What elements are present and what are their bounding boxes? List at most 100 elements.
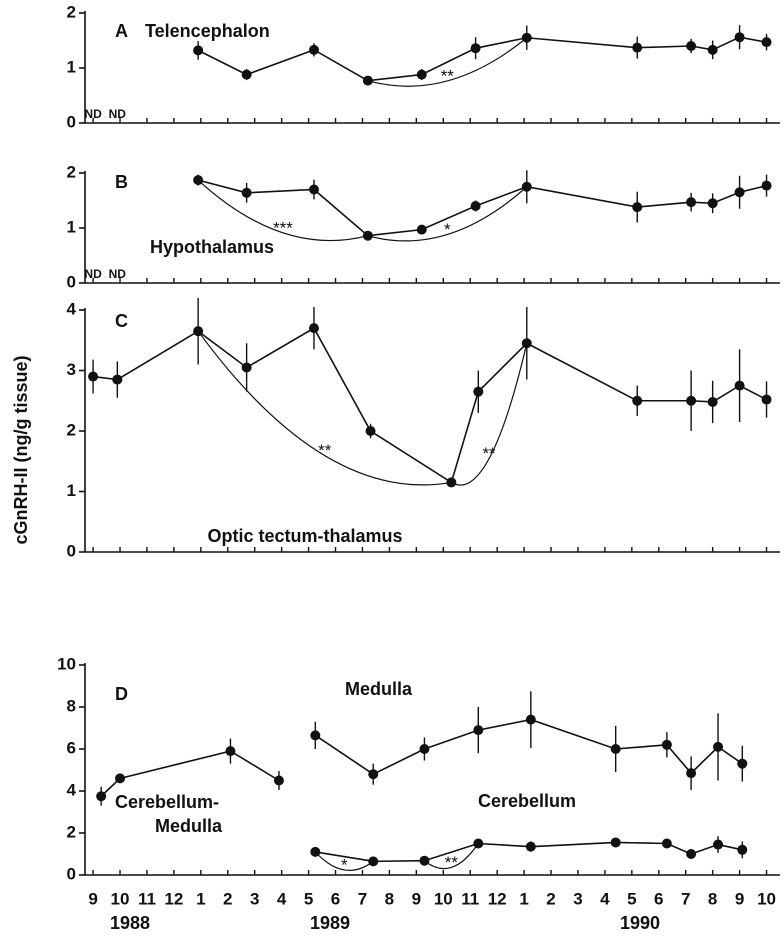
x-tick-label: 6 — [654, 889, 663, 908]
data-point — [310, 730, 321, 741]
data-point — [686, 395, 697, 406]
x-tick-label: 12 — [488, 889, 507, 908]
significance-label: ** — [441, 66, 455, 85]
x-tick-label: 1 — [519, 889, 528, 908]
data-point — [416, 69, 427, 80]
significance-curve — [314, 851, 374, 871]
y-tick-label: 0 — [67, 864, 76, 883]
data-line — [315, 841, 743, 863]
x-tick-label: 10 — [111, 889, 130, 908]
data-point — [686, 41, 697, 51]
data-point — [761, 394, 772, 405]
data-point — [308, 323, 319, 334]
significance-label: ** — [318, 441, 332, 460]
data-point — [473, 386, 484, 397]
data-point — [737, 758, 748, 769]
x-tick-label: 2 — [223, 889, 232, 908]
nd-label: ND — [109, 267, 127, 281]
data-point — [368, 769, 379, 780]
y-tick-label: 0 — [67, 541, 76, 560]
data-point — [308, 184, 319, 195]
data-point — [686, 197, 697, 208]
data-point — [734, 380, 745, 391]
x-tick-label: 7 — [681, 889, 690, 908]
nd-label: ND — [84, 107, 102, 121]
data-point — [734, 187, 745, 198]
data-point — [737, 844, 748, 855]
data-point — [241, 362, 252, 373]
significance-curve — [197, 330, 452, 486]
data-point — [241, 187, 252, 198]
year-label: 1989 — [310, 913, 350, 933]
data-point — [713, 741, 724, 752]
significance-label: * — [444, 220, 451, 239]
data-line — [197, 36, 767, 82]
data-point — [734, 32, 745, 43]
data-point — [632, 42, 643, 53]
y-tick-label: 6 — [67, 738, 76, 757]
x-tick-label: 3 — [573, 889, 582, 908]
y-axis-label: cGnRH-II (ng/g tissue) — [11, 355, 31, 544]
y-tick-label: 2 — [67, 822, 76, 841]
x-tick-label: 9 — [88, 889, 97, 908]
year-label: 1990 — [620, 913, 660, 933]
nd-label: ND — [84, 267, 102, 281]
x-tick-label: 3 — [250, 889, 259, 908]
data-point — [470, 201, 481, 211]
significance-curve — [451, 343, 528, 486]
x-tick-label: 12 — [164, 889, 183, 908]
x-tick-label: 8 — [708, 889, 717, 908]
x-tick-label: 9 — [735, 889, 744, 908]
x-tick-label: 9 — [412, 889, 421, 908]
x-tick-label: 8 — [385, 889, 394, 908]
data-line — [92, 327, 767, 484]
series-label: Medulla — [345, 679, 413, 699]
panel-letter: A — [115, 21, 128, 41]
data-point — [661, 739, 672, 750]
y-tick-label: 0 — [67, 112, 76, 131]
data-point — [713, 839, 724, 850]
data-point — [525, 841, 536, 852]
data-point — [365, 426, 376, 436]
x-tick-label: 2 — [546, 889, 555, 908]
y-tick-label: 4 — [67, 780, 77, 799]
y-tick-label: 0 — [67, 272, 76, 291]
y-tick-label: 2 — [67, 2, 76, 21]
panel-label: Optic tectum-thalamus — [207, 526, 402, 546]
x-tick-label: 6 — [331, 889, 340, 908]
significance-label: *** — [273, 218, 293, 237]
data-point — [470, 43, 481, 54]
y-tick-label: 2 — [67, 162, 76, 181]
data-point — [96, 791, 107, 802]
data-point — [761, 180, 772, 191]
data-point — [241, 69, 252, 80]
data-line — [314, 718, 743, 776]
y-tick-label: 4 — [67, 299, 77, 318]
year-label: 1988 — [110, 913, 150, 933]
data-point — [761, 37, 772, 48]
data-point — [273, 775, 284, 786]
data-point — [115, 773, 126, 784]
series-label: Cerebellum — [478, 791, 576, 811]
series-label: Cerebellum- — [115, 792, 219, 812]
panel-letter: C — [115, 311, 128, 331]
panel-letter: B — [115, 172, 128, 192]
data-point — [707, 198, 718, 209]
significance-curve — [197, 179, 368, 242]
significance-curve — [367, 186, 528, 242]
x-tick-label: 1 — [196, 889, 205, 908]
data-point — [610, 837, 621, 848]
panel-letter: D — [115, 684, 128, 704]
y-tick-label: 3 — [67, 360, 76, 379]
significance-label: ** — [482, 444, 496, 463]
y-tick-label: 10 — [57, 654, 76, 673]
data-point — [473, 725, 484, 736]
data-point — [112, 374, 123, 385]
series-label: Medulla — [155, 816, 223, 836]
significance-label: ** — [445, 853, 459, 872]
data-point — [632, 395, 643, 406]
data-point — [525, 714, 536, 725]
data-point — [521, 338, 532, 349]
data-point — [610, 744, 621, 754]
